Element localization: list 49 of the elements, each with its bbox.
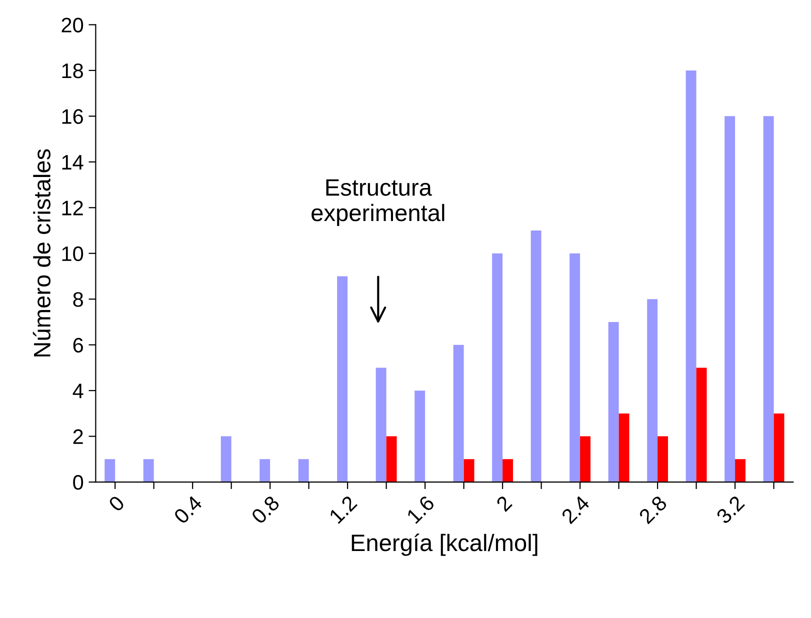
y-tick-label: 2: [73, 429, 83, 444]
bar: [464, 459, 474, 482]
annotation: Estructura experimental: [312, 179, 444, 226]
bar: [220, 436, 232, 482]
x-axis-title: Energía [kcal/mol]: [352, 534, 538, 556]
x-tick-label: 0.8: [250, 494, 280, 525]
bar: [763, 116, 774, 482]
y-tick-label: 20: [62, 18, 84, 32]
y-tick-label: 0: [73, 475, 84, 490]
y-tick-label: 8: [73, 292, 83, 307]
y-axis-title: Número de cristales: [32, 149, 50, 356]
bar: [386, 436, 397, 482]
x-tick-label: 0: [108, 494, 126, 512]
bar: [298, 459, 309, 482]
x-tick-label: 2.8: [638, 494, 668, 524]
bar: [618, 413, 630, 482]
bar: [530, 230, 542, 482]
bar: [608, 322, 619, 482]
y-tick-label: 14: [62, 155, 84, 170]
bar: [570, 253, 580, 482]
x-tick-label: 3.2: [716, 494, 746, 525]
y-tick-label: 10: [62, 246, 84, 262]
bar: [104, 459, 116, 482]
x-tick-label: 1.2: [328, 494, 358, 524]
x-tick-label: 2: [495, 494, 512, 512]
bar: [492, 253, 503, 482]
y-tick-label: 12: [62, 200, 83, 216]
x-tick-label: 1.6: [406, 494, 436, 524]
bar: [143, 459, 154, 482]
bar: [453, 344, 464, 482]
bar: [696, 368, 707, 482]
y-tick-label: 4: [72, 384, 84, 398]
bar: [414, 390, 426, 482]
y-tick-label: 6: [73, 338, 83, 353]
bar: [502, 459, 514, 482]
bar: [260, 459, 270, 482]
x-tick-label: 0.4: [173, 494, 203, 525]
bar: [580, 436, 591, 482]
y-tick-label: 18: [62, 63, 83, 78]
bar: [686, 70, 696, 482]
bar: [774, 413, 784, 482]
bar: [658, 436, 668, 482]
bar: [337, 276, 348, 482]
bar: [735, 459, 746, 482]
x-tick-label: 2.4: [560, 494, 590, 524]
bar: [376, 368, 386, 482]
y-tick-label: 16: [62, 109, 83, 124]
bar: [647, 299, 658, 482]
bar: [724, 116, 736, 482]
